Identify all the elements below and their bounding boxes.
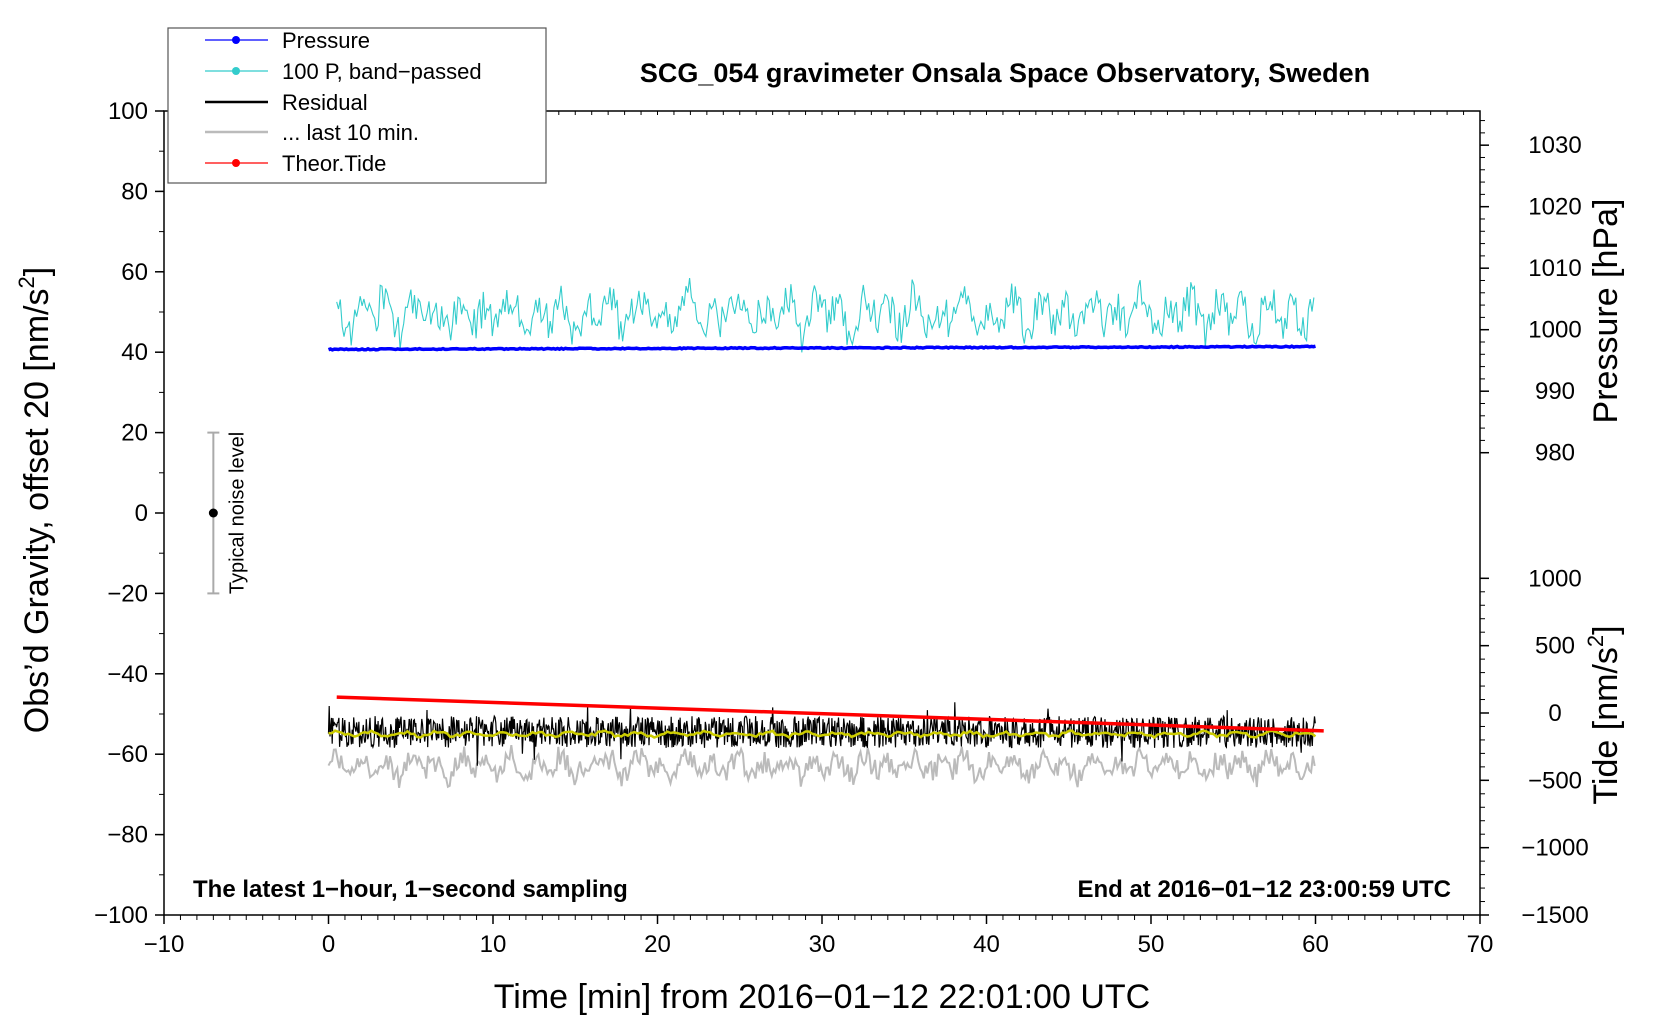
y-axis-title: Obs’d Gravity, offset 20 [nm/s2] [14, 267, 56, 733]
pressure-tick-label: 1020 [1528, 194, 1581, 221]
y-tick-label: −20 [107, 580, 148, 607]
x-tick-label: 60 [1302, 931, 1329, 958]
tide-tick-label: −1500 [1521, 902, 1588, 929]
y-tick-label: 0 [135, 500, 148, 527]
x-tick-label: 0 [322, 931, 335, 958]
y-axis-title-main: Obs’d Gravity, offset 20 [nm/s [18, 289, 56, 734]
pressure-tick-label: 1030 [1528, 132, 1581, 159]
x-tick-label: 50 [1138, 931, 1165, 958]
series-residual-smoothed-line [328, 729, 1317, 739]
y-tick-label: 20 [121, 420, 148, 447]
tide-tick-label: −1000 [1521, 835, 1588, 862]
x-axis-title: Time [min] from 2016−01−12 22:01:00 UTC [494, 978, 1150, 1016]
y-tick-label: −80 [107, 822, 148, 849]
tide-tick-label: 0 [1548, 700, 1561, 727]
y-axis-title-end: ] [18, 267, 56, 276]
noise-level-indicator: Typical noise level [207, 431, 248, 595]
y-tick-label: 100 [108, 98, 148, 125]
note-left: The latest 1−hour, 1−second sampling [193, 876, 628, 903]
tide-axis-title-sup: 2 [1583, 635, 1608, 647]
data-layer [327, 278, 1324, 789]
legend: Pressure 100 P, band−passed Residual ...… [167, 27, 547, 184]
noise-level-dot [208, 508, 218, 518]
axes-layer: −10 0 10 20 30 40 50 60 70−100−80−60−40−20020406… [94, 98, 1589, 958]
y-tick-label: −100 [94, 902, 148, 929]
pressure-axis-title: Pressure [hPa] [1587, 199, 1625, 424]
pressure-tick-label: 1000 [1528, 317, 1581, 344]
legend-bandpassed-label: 100 P, band−passed [282, 59, 482, 84]
legend-bandpassed-marker [232, 67, 240, 75]
tide-tick-label: 1000 [1528, 565, 1581, 592]
tide-tick-label: 500 [1535, 633, 1575, 660]
x-tick-label: 30 [809, 931, 836, 958]
pressure-tick-label: 990 [1535, 378, 1575, 405]
tide-axis-title: Tide [nm/s2] [1583, 625, 1625, 804]
legend-tide-marker [232, 159, 240, 167]
x-tick-label: 70 [1467, 931, 1494, 958]
legend-pressure-label: Pressure [282, 28, 370, 53]
pressure-tick-label: 1010 [1528, 255, 1581, 282]
x-tick-label: 40 [973, 931, 1000, 958]
noise-level-label: Typical noise level [226, 432, 248, 594]
y-tick-label: 60 [121, 259, 148, 286]
note-right: End at 2016−01−12 23:00:59 UTC [1077, 876, 1451, 903]
legend-pressure-marker [232, 36, 240, 44]
series-bandpassed-line [336, 278, 1315, 353]
series-last10-line [327, 744, 1316, 789]
legend-box [167, 27, 547, 184]
chart-title: SCG_054 gravimeter Onsala Space Observat… [640, 58, 1370, 88]
y-tick-label: −40 [107, 661, 148, 688]
y-tick-label: 40 [121, 339, 148, 366]
y-tick-label: −60 [107, 741, 148, 768]
legend-tide-label: Theor.Tide [282, 151, 386, 176]
legend-residual-label: Residual [282, 90, 368, 115]
pressure-tick-label: 980 [1535, 440, 1575, 467]
tide-axis-title-end: ] [1587, 625, 1625, 634]
tide-tick-label: −500 [1528, 767, 1582, 794]
tide-axis-title-main: Tide [nm/s [1587, 647, 1625, 804]
series-pressure-line [327, 344, 1316, 352]
x-tick-label: 20 [644, 931, 671, 958]
x-tick-label: −10 [144, 931, 185, 958]
x-tick-label: 10 [480, 931, 507, 958]
y-tick-label: 80 [121, 178, 148, 205]
series-tide-line [336, 695, 1324, 733]
legend-last10-label: ... last 10 min. [282, 120, 419, 145]
y-axis-title-sup: 2 [14, 276, 39, 288]
